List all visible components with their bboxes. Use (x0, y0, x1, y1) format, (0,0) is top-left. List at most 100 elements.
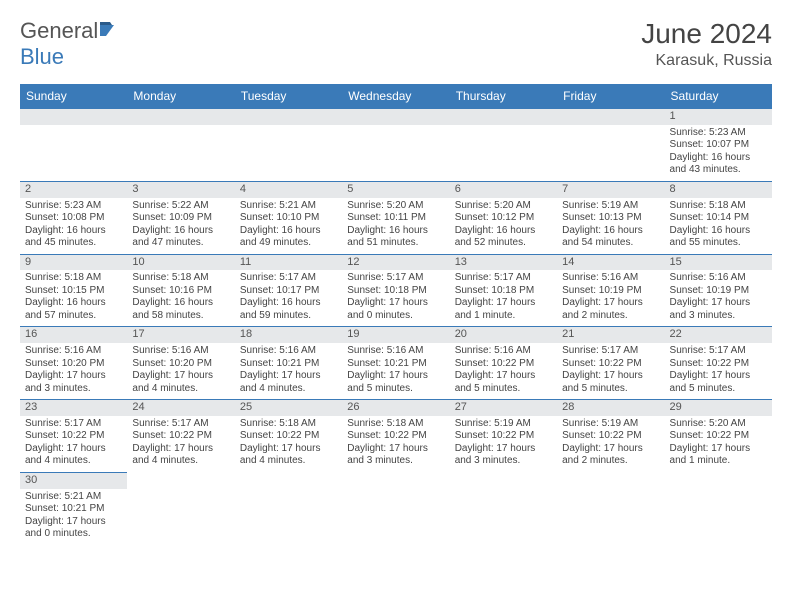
sunrise-text: Sunrise: 5:19 AM (455, 418, 552, 431)
calendar-day: 8Sunrise: 5:18 AMSunset: 10:14 PMDayligh… (665, 181, 772, 254)
daylight-text: and 58 minutes. (132, 310, 229, 323)
day-number: 14 (557, 255, 664, 271)
calendar-day: 12Sunrise: 5:17 AMSunset: 10:18 PMDaylig… (342, 254, 449, 327)
sunset-text: Sunset: 10:19 PM (562, 285, 659, 298)
daylight-text: Daylight: 16 hours (25, 297, 122, 310)
sunset-text: Sunset: 10:22 PM (670, 430, 767, 443)
daylight-text: Daylight: 17 hours (670, 297, 767, 310)
day-number: 2 (20, 182, 127, 198)
calendar-day-blank (342, 109, 449, 182)
calendar-week: 16Sunrise: 5:16 AMSunset: 10:20 PMDaylig… (20, 327, 772, 400)
daylight-text: and 57 minutes. (25, 310, 122, 323)
calendar-day: 9Sunrise: 5:18 AMSunset: 10:15 PMDayligh… (20, 254, 127, 327)
day-header: Saturday (665, 84, 772, 109)
daylight-text: Daylight: 17 hours (240, 370, 337, 383)
sunset-text: Sunset: 10:22 PM (132, 430, 229, 443)
title-block: June 2024 Karasuk, Russia (641, 18, 772, 70)
daylight-text: and 4 minutes. (25, 455, 122, 468)
day-number: 24 (127, 400, 234, 416)
flag-icon (100, 18, 122, 44)
daylight-text: Daylight: 16 hours (132, 297, 229, 310)
daylight-text: Daylight: 17 hours (562, 443, 659, 456)
calendar-day: 6Sunrise: 5:20 AMSunset: 10:12 PMDayligh… (450, 181, 557, 254)
daylight-text: Daylight: 17 hours (455, 297, 552, 310)
sunset-text: Sunset: 10:16 PM (132, 285, 229, 298)
sunset-text: Sunset: 10:22 PM (455, 358, 552, 371)
daylight-text: and 59 minutes. (240, 310, 337, 323)
page-header: GeneralBlue June 2024 Karasuk, Russia (20, 18, 772, 70)
day-number: 20 (450, 327, 557, 343)
daylight-text: and 2 minutes. (562, 310, 659, 323)
daylight-text: and 47 minutes. (132, 237, 229, 250)
daylight-text: Daylight: 16 hours (670, 152, 767, 165)
daylight-text: Daylight: 17 hours (25, 443, 122, 456)
brand-part2: Blue (20, 44, 64, 69)
calendar-day-blank (450, 109, 557, 182)
daylight-text: Daylight: 16 hours (670, 225, 767, 238)
sunrise-text: Sunrise: 5:19 AM (562, 200, 659, 213)
calendar-week: 30Sunrise: 5:21 AMSunset: 10:21 PMDaylig… (20, 472, 772, 544)
sunrise-text: Sunrise: 5:17 AM (562, 345, 659, 358)
calendar-day: 30Sunrise: 5:21 AMSunset: 10:21 PMDaylig… (20, 472, 127, 544)
daylight-text: and 43 minutes. (670, 164, 767, 177)
daylight-text: Daylight: 17 hours (132, 370, 229, 383)
daylight-text: Daylight: 17 hours (455, 443, 552, 456)
sunrise-text: Sunrise: 5:20 AM (670, 418, 767, 431)
daylight-text: Daylight: 17 hours (670, 370, 767, 383)
calendar-day: 18Sunrise: 5:16 AMSunset: 10:21 PMDaylig… (235, 327, 342, 400)
daylight-text: and 49 minutes. (240, 237, 337, 250)
calendar-day: 1Sunrise: 5:23 AMSunset: 10:07 PMDayligh… (665, 109, 772, 182)
sunset-text: Sunset: 10:14 PM (670, 212, 767, 225)
brand-logo: GeneralBlue (20, 18, 124, 70)
sunrise-text: Sunrise: 5:17 AM (132, 418, 229, 431)
daylight-text: Daylight: 17 hours (562, 297, 659, 310)
calendar-day: 28Sunrise: 5:19 AMSunset: 10:22 PMDaylig… (557, 400, 664, 473)
daylight-text: Daylight: 16 hours (132, 225, 229, 238)
day-number: 30 (20, 473, 127, 489)
day-number: 22 (665, 327, 772, 343)
sunrise-text: Sunrise: 5:16 AM (670, 272, 767, 285)
calendar-day: 20Sunrise: 5:16 AMSunset: 10:22 PMDaylig… (450, 327, 557, 400)
sunrise-text: Sunrise: 5:17 AM (240, 272, 337, 285)
sunset-text: Sunset: 10:22 PM (562, 358, 659, 371)
sunset-text: Sunset: 10:18 PM (455, 285, 552, 298)
daylight-text: Daylight: 17 hours (25, 516, 122, 529)
daylight-text: and 45 minutes. (25, 237, 122, 250)
sunrise-text: Sunrise: 5:20 AM (455, 200, 552, 213)
sunrise-text: Sunrise: 5:17 AM (670, 345, 767, 358)
sunrise-text: Sunrise: 5:18 AM (25, 272, 122, 285)
daylight-text: Daylight: 16 hours (240, 297, 337, 310)
day-header: Thursday (450, 84, 557, 109)
sunset-text: Sunset: 10:19 PM (670, 285, 767, 298)
day-number: 4 (235, 182, 342, 198)
calendar-day: 26Sunrise: 5:18 AMSunset: 10:22 PMDaylig… (342, 400, 449, 473)
location-label: Karasuk, Russia (641, 52, 772, 70)
calendar-day: 22Sunrise: 5:17 AMSunset: 10:22 PMDaylig… (665, 327, 772, 400)
daylight-text: Daylight: 16 hours (25, 225, 122, 238)
daylight-text: Daylight: 17 hours (670, 443, 767, 456)
sunrise-text: Sunrise: 5:23 AM (670, 127, 767, 140)
calendar-day: 11Sunrise: 5:17 AMSunset: 10:17 PMDaylig… (235, 254, 342, 327)
sunset-text: Sunset: 10:20 PM (132, 358, 229, 371)
sunrise-text: Sunrise: 5:18 AM (132, 272, 229, 285)
daylight-text: and 3 minutes. (455, 455, 552, 468)
sunset-text: Sunset: 10:22 PM (347, 430, 444, 443)
sunset-text: Sunset: 10:11 PM (347, 212, 444, 225)
daylight-text: and 51 minutes. (347, 237, 444, 250)
day-number: 21 (557, 327, 664, 343)
sunset-text: Sunset: 10:22 PM (25, 430, 122, 443)
calendar-day: 3Sunrise: 5:22 AMSunset: 10:09 PMDayligh… (127, 181, 234, 254)
daylight-text: Daylight: 17 hours (455, 370, 552, 383)
sunset-text: Sunset: 10:20 PM (25, 358, 122, 371)
daylight-text: Daylight: 17 hours (347, 370, 444, 383)
calendar-day: 13Sunrise: 5:17 AMSunset: 10:18 PMDaylig… (450, 254, 557, 327)
daynum-blank (342, 109, 449, 125)
sunset-text: Sunset: 10:22 PM (455, 430, 552, 443)
calendar-day-blank (235, 109, 342, 182)
sunset-text: Sunset: 10:21 PM (25, 503, 122, 516)
calendar-day: 24Sunrise: 5:17 AMSunset: 10:22 PMDaylig… (127, 400, 234, 473)
calendar-day: 15Sunrise: 5:16 AMSunset: 10:19 PMDaylig… (665, 254, 772, 327)
sunset-text: Sunset: 10:15 PM (25, 285, 122, 298)
day-number: 23 (20, 400, 127, 416)
daylight-text: Daylight: 16 hours (347, 225, 444, 238)
